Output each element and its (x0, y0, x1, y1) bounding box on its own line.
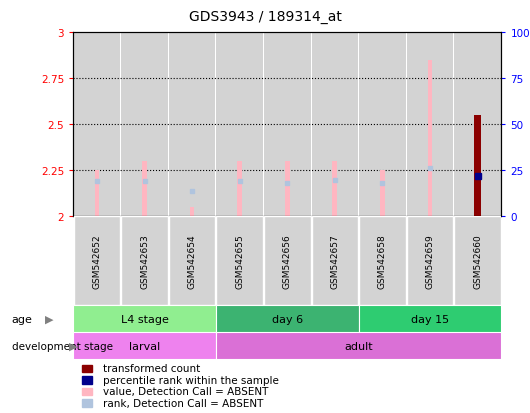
Text: day 6: day 6 (272, 314, 303, 324)
Text: GSM542657: GSM542657 (330, 234, 339, 289)
Bar (121, 33, 168, 217)
Bar (216, 33, 263, 217)
Bar (407, 33, 453, 217)
Bar (142, 162, 147, 217)
Bar (264, 33, 311, 217)
Bar (311, 33, 312, 217)
Text: day 15: day 15 (411, 314, 449, 324)
Bar (121, 217, 168, 306)
Text: GSM542652: GSM542652 (92, 234, 101, 288)
Text: age: age (12, 314, 32, 324)
Bar (407, 217, 453, 306)
Text: percentile rank within the sample: percentile rank within the sample (103, 375, 279, 385)
Text: development stage: development stage (12, 341, 113, 351)
Text: GSM542659: GSM542659 (426, 234, 435, 289)
Bar (380, 171, 385, 217)
Bar (168, 33, 169, 217)
Bar (74, 33, 120, 217)
Bar (215, 33, 216, 217)
Text: GSM542660: GSM542660 (473, 234, 482, 289)
Bar (73, 306, 216, 332)
Bar (359, 33, 406, 217)
Text: GSM542653: GSM542653 (140, 234, 149, 289)
Bar (190, 208, 195, 217)
Bar (358, 33, 359, 217)
Bar (264, 217, 311, 306)
Bar (216, 306, 359, 332)
Bar (285, 162, 289, 217)
Text: L4 stage: L4 stage (121, 314, 169, 324)
Text: GSM542658: GSM542658 (378, 234, 387, 289)
Bar (237, 162, 242, 217)
Text: ▶: ▶ (45, 314, 54, 324)
Text: adult: adult (344, 341, 373, 351)
Bar (216, 332, 501, 359)
Bar (474, 116, 481, 217)
Bar (359, 306, 501, 332)
Bar (216, 217, 263, 306)
Bar (454, 217, 501, 306)
Bar (312, 217, 358, 306)
Bar (332, 162, 337, 217)
Bar (94, 171, 99, 217)
Bar (169, 217, 215, 306)
Text: GSM542654: GSM542654 (188, 234, 197, 288)
Text: GDS3943 / 189314_at: GDS3943 / 189314_at (189, 10, 341, 24)
Text: larval: larval (129, 341, 160, 351)
Bar (406, 33, 407, 217)
Text: transformed count: transformed count (103, 363, 200, 373)
Bar (169, 33, 215, 217)
Bar (428, 61, 432, 217)
Bar (74, 217, 120, 306)
Bar (312, 33, 358, 217)
Bar (453, 33, 454, 217)
Text: GSM542656: GSM542656 (283, 234, 292, 289)
Text: rank, Detection Call = ABSENT: rank, Detection Call = ABSENT (103, 398, 264, 408)
Bar (263, 33, 264, 217)
Text: value, Detection Call = ABSENT: value, Detection Call = ABSENT (103, 387, 269, 396)
Text: ▶: ▶ (69, 341, 78, 351)
Bar (359, 217, 406, 306)
Bar (73, 332, 216, 359)
Bar (120, 33, 121, 217)
Text: GSM542655: GSM542655 (235, 234, 244, 289)
Bar (454, 33, 501, 217)
